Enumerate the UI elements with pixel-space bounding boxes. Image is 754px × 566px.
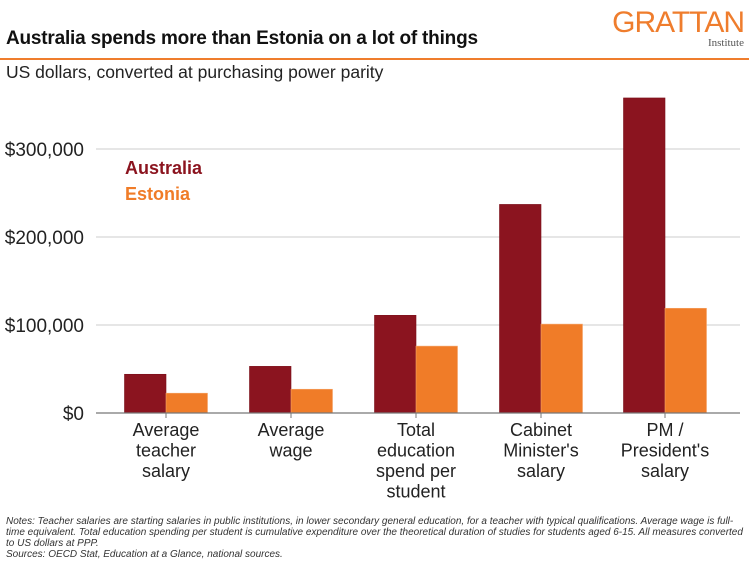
y-tick-label: $300,000 xyxy=(5,140,84,161)
bar-australia-1 xyxy=(249,366,292,414)
chart-subtitle: US dollars, converted at purchasing powe… xyxy=(6,62,384,82)
x-category-label-line: PM / xyxy=(646,420,683,440)
x-category-label-line: student xyxy=(386,482,445,502)
y-tick-label: $200,000 xyxy=(5,228,84,249)
logo-wordmark: GRATTAN xyxy=(612,6,745,39)
grattan-logo: GRATTAN Institute xyxy=(612,6,745,50)
x-category-label-line: wage xyxy=(268,441,312,461)
x-category-label-line: Minister's xyxy=(503,441,578,461)
y-axis-tick-labels: $0 $100,000 $200,000 $300,000 xyxy=(5,140,84,425)
chart-notes: Notes: Teacher salaries are starting sal… xyxy=(6,516,748,560)
bar-australia-3 xyxy=(499,204,542,414)
x-category-label-line: salary xyxy=(142,461,190,481)
legend-australia: Australia xyxy=(125,158,203,178)
x-category-label: Average wage xyxy=(258,420,325,461)
x-category-label-line: Cabinet xyxy=(510,420,572,440)
x-category-label-line: salary xyxy=(641,461,689,481)
chart-title: Australia spends more than Estonia on a … xyxy=(6,28,478,49)
bar-australia-0 xyxy=(124,373,167,414)
y-tick-label: $100,000 xyxy=(5,316,84,337)
legend-estonia: Estonia xyxy=(125,184,191,204)
x-category-label-line: education xyxy=(377,441,455,461)
bar-estonia-1 xyxy=(290,388,333,414)
x-category-label-line: Total xyxy=(397,420,435,440)
bar-estonia-3 xyxy=(540,323,583,414)
bar-estonia-4 xyxy=(664,307,707,414)
x-category-label-line: spend per xyxy=(376,461,456,481)
bar-australia-2 xyxy=(374,315,417,414)
x-category-label: Total education spend per student xyxy=(376,420,456,502)
y-tick-label: $0 xyxy=(63,404,84,425)
logo-subtext: Institute xyxy=(707,37,744,49)
x-category-label-line: President's xyxy=(621,441,709,461)
bar-estonia-0 xyxy=(165,392,208,414)
x-category-label-line: Average xyxy=(258,420,325,440)
sources-text: Sources: OECD Stat, Education at a Glanc… xyxy=(6,549,283,560)
x-axis xyxy=(96,412,740,418)
x-category-label: Average teacher salary xyxy=(133,420,200,481)
x-category-label-line: salary xyxy=(517,461,565,481)
bar-australia-4 xyxy=(623,97,666,414)
x-category-label: Cabinet Minister's salary xyxy=(503,420,578,481)
notes-text: Notes: Teacher salaries are starting sal… xyxy=(6,516,743,549)
header-divider xyxy=(0,58,749,60)
x-category-label-line: Average xyxy=(133,420,200,440)
x-category-label: PM / President's salary xyxy=(621,420,709,481)
x-category-label-line: teacher xyxy=(136,441,196,461)
bars xyxy=(124,97,707,414)
legend: Australia Estonia xyxy=(125,158,203,204)
bar-estonia-2 xyxy=(415,345,458,414)
